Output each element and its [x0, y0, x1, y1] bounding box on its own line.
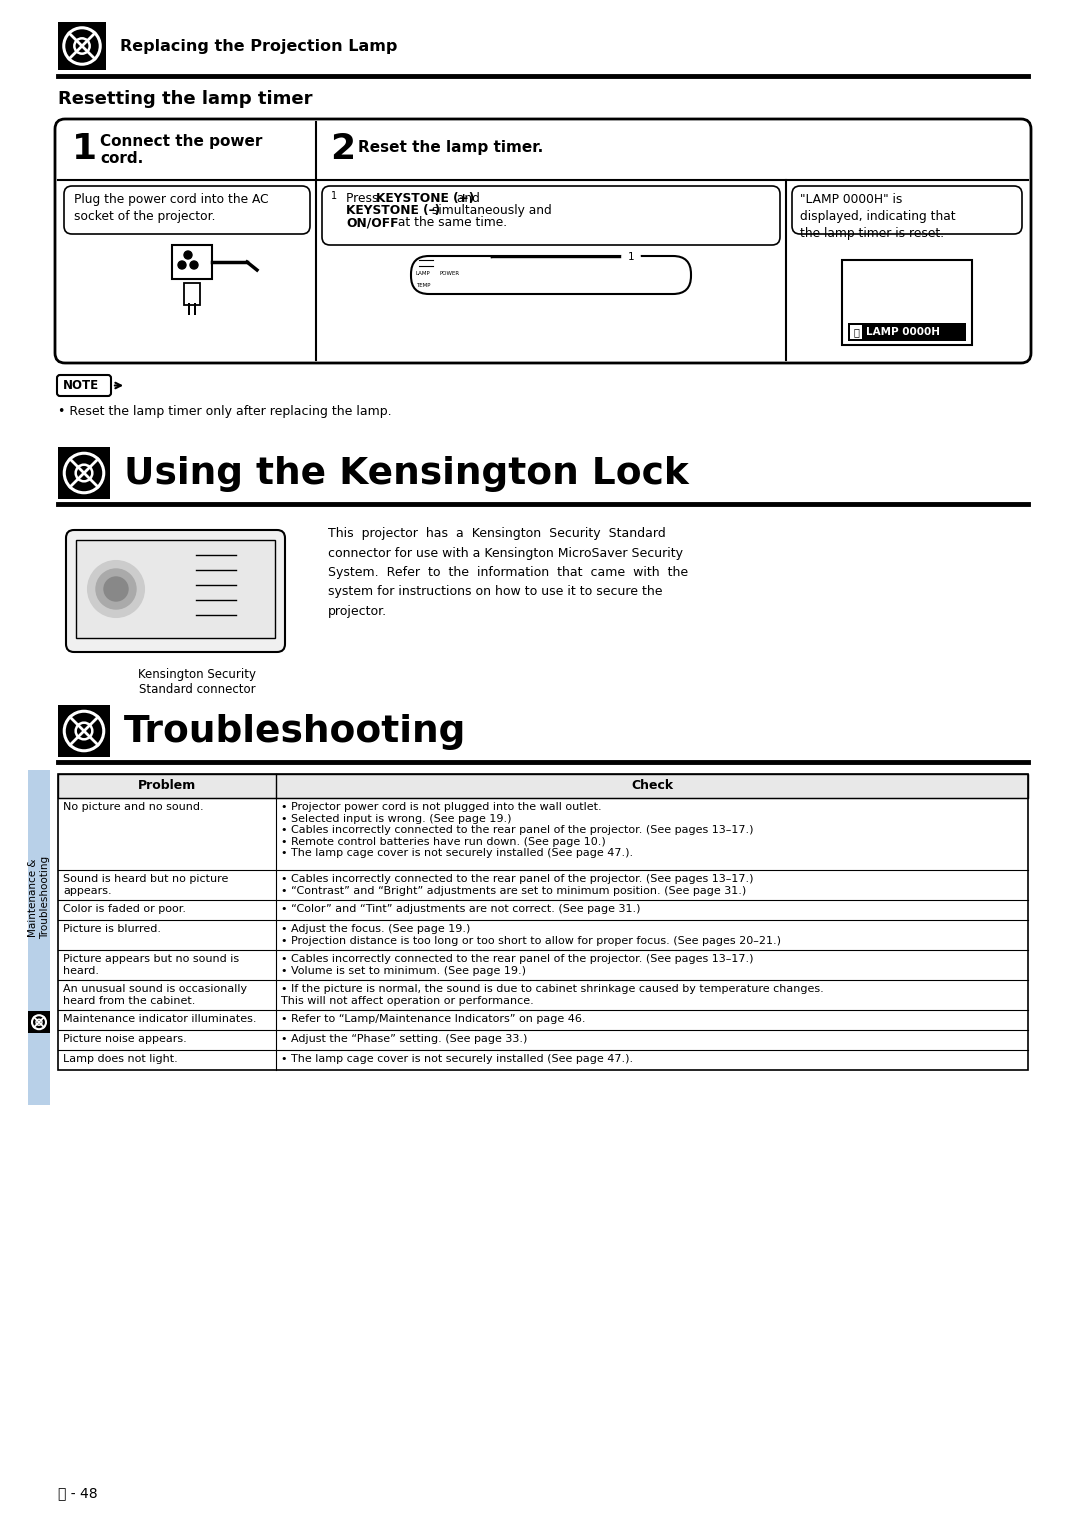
Text: 1: 1 [627, 252, 634, 261]
Text: Check: Check [631, 779, 673, 792]
Text: • The lamp cage cover is not securely installed (See page 47.).: • The lamp cage cover is not securely in… [281, 1054, 633, 1063]
Text: POWER: POWER [438, 270, 459, 277]
Text: Maintenance &
Troubleshooting: Maintenance & Troubleshooting [28, 856, 50, 938]
Text: • Reset the lamp timer only after replacing the lamp.: • Reset the lamp timer only after replac… [58, 405, 392, 419]
FancyBboxPatch shape [64, 186, 310, 234]
Text: No picture and no sound.: No picture and no sound. [63, 802, 204, 811]
Circle shape [96, 568, 136, 610]
Bar [842, 260, 972, 345]
Circle shape [561, 270, 571, 280]
Text: 2: 2 [330, 131, 355, 167]
Text: 1: 1 [72, 131, 97, 167]
Text: Problem: Problem [138, 779, 197, 792]
Bar [58, 950, 1028, 979]
Circle shape [327, 189, 341, 203]
Text: Picture is blurred.: Picture is blurred. [63, 924, 161, 934]
Text: • Cables incorrectly connected to the rear panel of the projector. (See pages 13: • Cables incorrectly connected to the re… [281, 874, 754, 895]
Text: Press: Press [346, 193, 382, 205]
Circle shape [659, 270, 667, 280]
Text: Replacing the Projection Lamp: Replacing the Projection Lamp [120, 40, 397, 55]
Text: and: and [453, 193, 480, 205]
Text: • Adjust the “Phase” setting. (See page 33.): • Adjust the “Phase” setting. (See page … [281, 1034, 527, 1044]
FancyBboxPatch shape [55, 119, 1031, 364]
Bar [58, 1010, 1028, 1030]
Circle shape [87, 561, 144, 617]
Text: This  projector  has  a  Kensington  Security  Standard
connector for use with a: This projector has a Kensington Security… [328, 527, 688, 617]
Bar [28, 1012, 50, 1033]
Bar [58, 704, 110, 756]
Text: Kensington Security
Standard connector: Kensington Security Standard connector [138, 668, 256, 695]
Text: An unusual sound is occasionally
heard from the cabinet.: An unusual sound is occasionally heard f… [63, 984, 247, 1005]
Circle shape [465, 269, 477, 281]
Bar [850, 325, 862, 339]
Bar [58, 1030, 1028, 1050]
Text: Color is faded or poor.: Color is faded or poor. [63, 905, 186, 914]
Circle shape [518, 270, 527, 280]
Text: at the same time.: at the same time. [394, 215, 508, 229]
Bar [188, 303, 190, 315]
Text: TEMP: TEMP [416, 283, 431, 287]
Circle shape [622, 248, 640, 266]
Bar [58, 1050, 1028, 1070]
Bar [58, 900, 1028, 920]
Circle shape [190, 261, 198, 269]
Text: Using the Kensington Lock: Using the Kensington Lock [124, 455, 689, 492]
Text: KEYSTONE (+): KEYSTONE (+) [376, 193, 474, 205]
Text: "LAMP 0000H" is
displayed, indicating that
the lamp timer is reset.: "LAMP 0000H" is displayed, indicating th… [800, 193, 956, 240]
Text: Maintenance indicator illuminates.: Maintenance indicator illuminates. [63, 1015, 257, 1024]
Text: Sound is heard but no picture
appears.: Sound is heard but no picture appears. [63, 874, 228, 895]
Bar [172, 244, 212, 280]
Text: Picture noise appears.: Picture noise appears. [63, 1034, 187, 1044]
Text: ON/OFF: ON/OFF [346, 215, 399, 229]
FancyBboxPatch shape [411, 257, 691, 293]
Text: • If the picture is normal, the sound is due to cabinet shrinkage caused by temp: • If the picture is normal, the sound is… [281, 984, 824, 1005]
Circle shape [497, 270, 505, 280]
Text: Resetting the lamp timer: Resetting the lamp timer [58, 90, 312, 108]
Text: • Cables incorrectly connected to the rear panel of the projector. (See pages 13: • Cables incorrectly connected to the re… [281, 953, 754, 975]
Circle shape [184, 251, 192, 260]
Bar [58, 869, 1028, 900]
Bar [58, 798, 1028, 869]
Bar [58, 448, 110, 500]
Text: • Refer to “Lamp/Maintenance Indicators” on page 46.: • Refer to “Lamp/Maintenance Indicators”… [281, 1015, 585, 1024]
Bar [58, 21, 106, 70]
Text: • “Color” and “Tint” adjustments are not correct. (See page 31.): • “Color” and “Tint” adjustments are not… [281, 905, 640, 914]
Text: Lamp does not light.: Lamp does not light. [63, 1054, 178, 1063]
FancyBboxPatch shape [792, 186, 1022, 234]
Circle shape [617, 270, 625, 280]
Text: • Adjust the focus. (See page 19.)
• Projection distance is too long or too shor: • Adjust the focus. (See page 19.) • Pro… [281, 924, 781, 946]
Circle shape [636, 270, 646, 280]
Text: simultaneously and: simultaneously and [428, 205, 552, 217]
Bar [848, 322, 966, 341]
Bar [76, 539, 275, 639]
FancyBboxPatch shape [322, 186, 780, 244]
Text: Troubleshooting: Troubleshooting [124, 714, 467, 750]
Text: Plug the power cord into the AC
socket of the projector.: Plug the power cord into the AC socket o… [75, 193, 269, 223]
Bar [184, 283, 200, 306]
Circle shape [539, 270, 548, 280]
Text: LAMP: LAMP [416, 270, 431, 277]
Text: NOTE: NOTE [63, 379, 99, 393]
Circle shape [104, 578, 129, 601]
FancyBboxPatch shape [66, 530, 285, 652]
Text: KEYSTONE (–): KEYSTONE (–) [346, 205, 441, 217]
FancyBboxPatch shape [57, 374, 111, 396]
Text: Reset the lamp timer.: Reset the lamp timer. [357, 141, 543, 154]
Text: Connect the power
cord.: Connect the power cord. [100, 134, 262, 167]
Bar [58, 775, 1028, 1070]
Text: • Projector power cord is not plugged into the wall outlet.
• Selected input is : • Projector power cord is not plugged in… [281, 802, 754, 859]
Circle shape [581, 270, 591, 280]
Bar [194, 303, 195, 315]
Bar [58, 775, 1028, 798]
Text: 1: 1 [330, 191, 337, 202]
Circle shape [178, 261, 186, 269]
Bar [58, 979, 1028, 1010]
Bar [58, 920, 1028, 950]
Bar [28, 770, 50, 1105]
Text: Picture appears but no sound is
heard.: Picture appears but no sound is heard. [63, 953, 239, 975]
Text: ⓖ - 48: ⓖ - 48 [58, 1487, 97, 1500]
Text: ⨉: ⨉ [853, 327, 859, 338]
Text: LAMP 0000H: LAMP 0000H [866, 327, 940, 338]
